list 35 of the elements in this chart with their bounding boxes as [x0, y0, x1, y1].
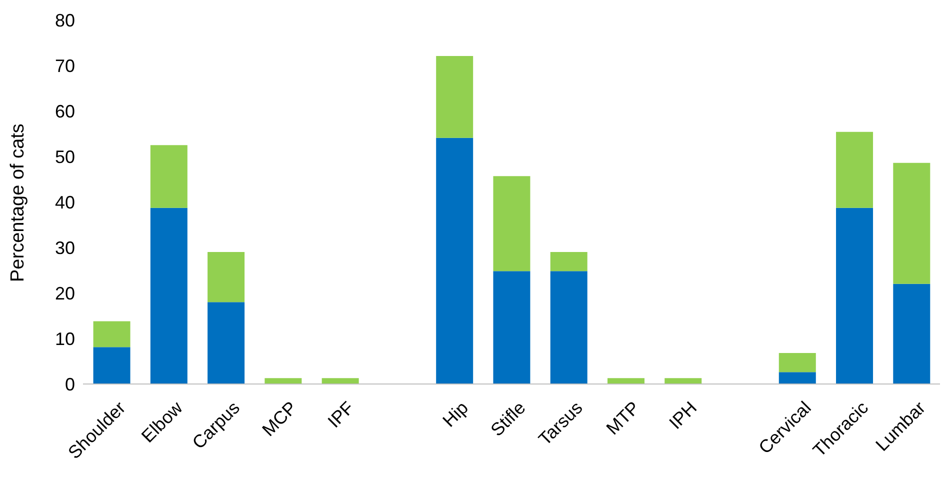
bar [550, 271, 588, 384]
bar [550, 252, 588, 272]
bar [264, 378, 302, 384]
y-tick-label: 0 [64, 374, 75, 394]
y-axis-title: Percentage of cats [8, 124, 29, 282]
bar [150, 145, 188, 208]
bar [664, 378, 702, 384]
y-tick-label: 40 [54, 192, 75, 212]
bar [436, 138, 474, 384]
bar [93, 321, 130, 348]
bar [322, 378, 359, 384]
x-tick-label: Hip [438, 398, 472, 431]
bar [607, 378, 644, 384]
y-tick-label: 50 [54, 146, 75, 167]
bar [836, 208, 874, 384]
bar [493, 176, 530, 272]
y-tick-label: 70 [54, 56, 75, 76]
bar [778, 372, 816, 384]
y-tick-label: 20 [54, 283, 75, 304]
bar [778, 353, 816, 372]
bar [150, 208, 188, 384]
bar [93, 347, 130, 384]
bar [493, 271, 530, 384]
y-tick-label: 60 [54, 101, 75, 122]
bar [208, 302, 245, 384]
y-tick-label: 80 [54, 10, 75, 30]
bar [893, 284, 930, 384]
y-tick-label: 30 [54, 238, 75, 258]
x-tick-label: IPH [665, 398, 701, 433]
y-tick-label: 10 [54, 328, 75, 349]
x-tick-label: IPF [324, 398, 358, 432]
bar [836, 132, 874, 208]
bar [208, 252, 245, 302]
bar [436, 56, 474, 138]
bar [893, 162, 930, 284]
